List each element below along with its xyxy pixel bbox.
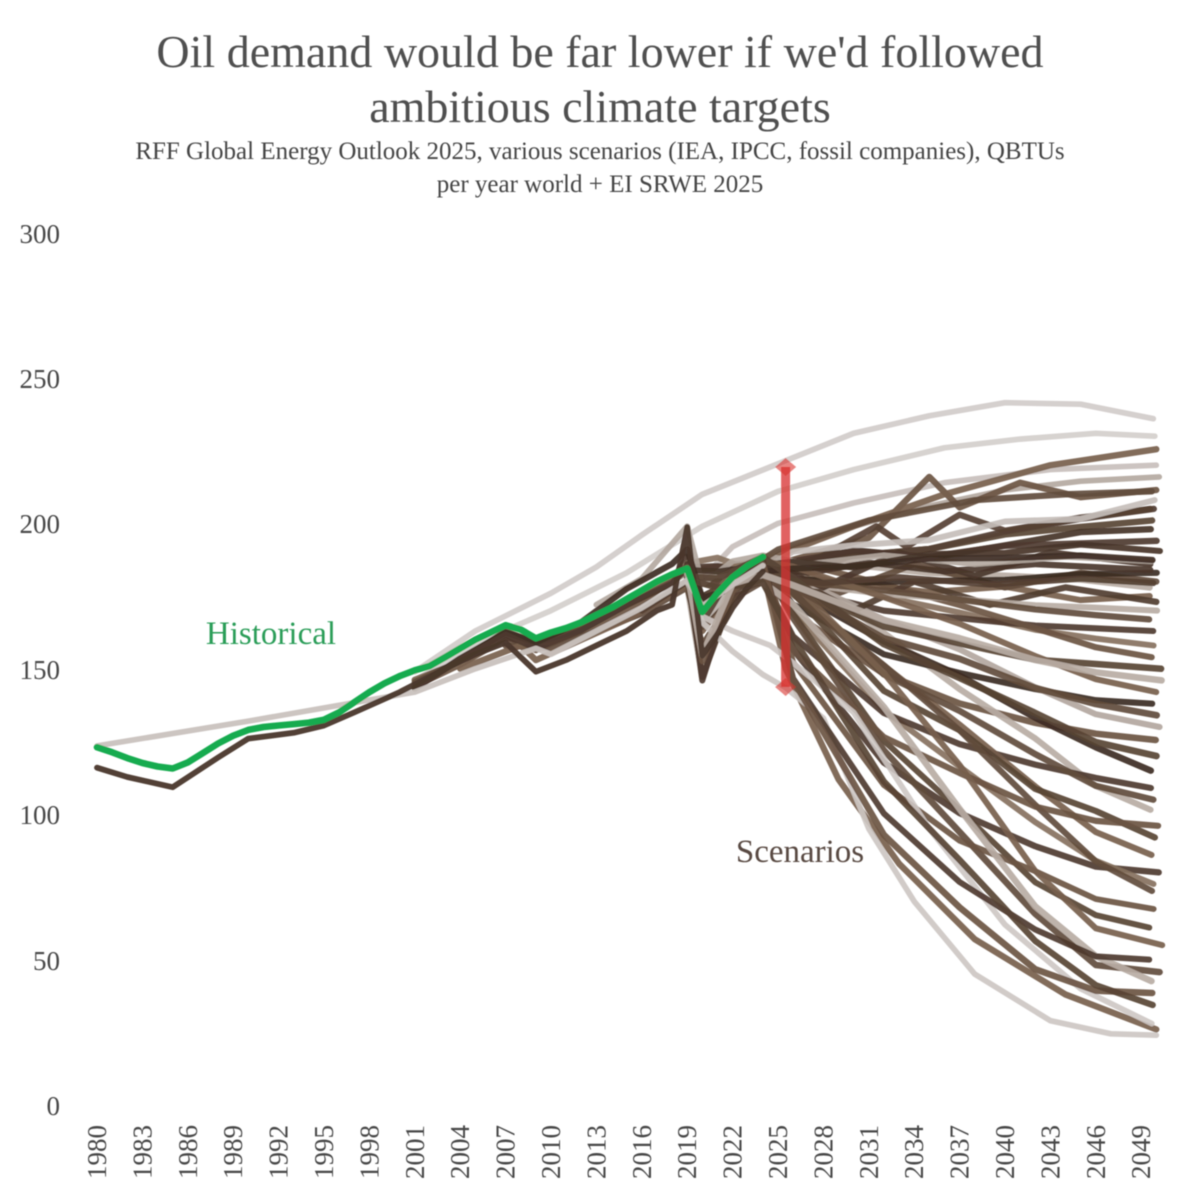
svg-text:2037: 2037 [945,1125,975,1179]
svg-text:ambitious climate targets: ambitious climate targets [369,81,831,132]
svg-text:1980: 1980 [82,1125,112,1179]
svg-text:1998: 1998 [354,1125,384,1179]
svg-text:2025: 2025 [763,1125,793,1179]
svg-text:2004: 2004 [445,1125,475,1180]
svg-text:1986: 1986 [173,1125,203,1179]
svg-text:Scenarios: Scenarios [736,834,864,870]
svg-text:1995: 1995 [309,1125,339,1179]
svg-text:Historical: Historical [206,616,336,652]
svg-text:1983: 1983 [127,1125,157,1179]
svg-text:2049: 2049 [1126,1125,1156,1179]
svg-text:2046: 2046 [1081,1125,1111,1179]
svg-text:2043: 2043 [1035,1125,1065,1179]
svg-text:RFF Global Energy Outlook 2025: RFF Global Energy Outlook 2025, various … [135,138,1064,165]
svg-text:2022: 2022 [718,1125,748,1179]
svg-text:2019: 2019 [672,1125,702,1179]
svg-text:300: 300 [20,219,61,249]
svg-text:1989: 1989 [218,1125,248,1179]
svg-text:2028: 2028 [808,1125,838,1179]
svg-text:100: 100 [20,800,61,830]
svg-text:0: 0 [47,1091,61,1121]
svg-text:2013: 2013 [581,1125,611,1179]
svg-text:2010: 2010 [536,1125,566,1179]
svg-text:150: 150 [20,655,61,685]
svg-text:2040: 2040 [990,1125,1020,1179]
svg-text:per year world + EI SRWE 2025: per year world + EI SRWE 2025 [437,171,764,198]
svg-text:2016: 2016 [627,1125,657,1179]
svg-text:2031: 2031 [854,1125,884,1179]
svg-text:2001: 2001 [400,1125,430,1179]
svg-text:1992: 1992 [264,1125,294,1179]
svg-text:250: 250 [20,364,61,394]
svg-text:2034: 2034 [899,1125,929,1180]
svg-text:Oil demand would be far lower: Oil demand would be far lower if we'd fo… [156,26,1043,77]
svg-text:200: 200 [20,509,61,539]
svg-text:2007: 2007 [491,1125,521,1179]
svg-text:50: 50 [33,946,60,976]
